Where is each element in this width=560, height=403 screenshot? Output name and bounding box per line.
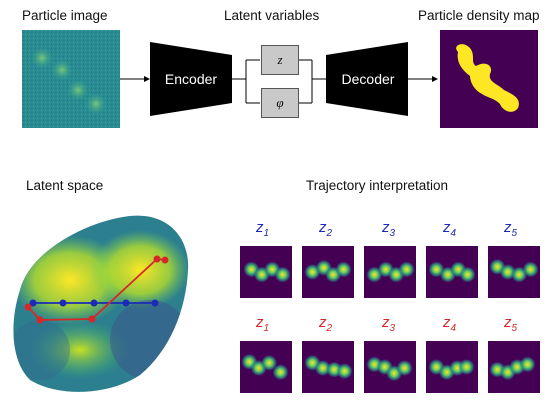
decoder-block [326, 42, 408, 116]
blue-tile-2 [302, 246, 354, 298]
latent-variables-heading: Latent variables [224, 8, 320, 23]
latent-space-heading: Latent space [26, 178, 104, 193]
red-tile-5 [488, 341, 540, 393]
blue-z4-label: z4 [443, 219, 457, 239]
blue-z2-label: z2 [319, 219, 333, 239]
blue-z1-label: z1 [256, 219, 270, 239]
blue-z3-label: z3 [382, 219, 396, 239]
red-z4-label: z4 [443, 314, 457, 334]
red-tile-4 [426, 341, 478, 393]
arrow-head-encoder [144, 76, 150, 82]
blue-tile-3 [364, 246, 416, 298]
red-tile-2 [302, 341, 354, 393]
particle-image-heading: Particle image [22, 8, 108, 23]
latent-space-plot [13, 215, 189, 392]
red-z2-label: z2 [319, 314, 333, 334]
trajectory-heading: Trajectory interpretation [306, 178, 449, 193]
red-z3-label: z3 [382, 314, 396, 334]
density-map [440, 30, 538, 128]
blue-tile-1 [240, 246, 292, 298]
blue-tile-4 [426, 246, 478, 298]
particle-image [22, 30, 120, 128]
latent-z-box: z [261, 45, 299, 75]
red-tile-3 [364, 341, 416, 393]
encoder-decoder-diagram [22, 30, 538, 128]
red-z1-label: z1 [256, 314, 270, 334]
latent-phi-box: φ [261, 88, 299, 118]
red-tile-1 [240, 341, 292, 393]
red-z5-label: z5 [504, 314, 518, 334]
decoder-label: Decoder [341, 71, 395, 87]
encoder-block [150, 42, 232, 116]
density-map-heading: Particle density map [418, 8, 540, 23]
blue-tile-5 [488, 246, 540, 298]
latent-phi-label: φ [276, 95, 284, 110]
encoder-label: Encoder [164, 71, 218, 87]
latent-z-label: z [277, 52, 283, 67]
blue-z5-label: z5 [504, 219, 518, 239]
